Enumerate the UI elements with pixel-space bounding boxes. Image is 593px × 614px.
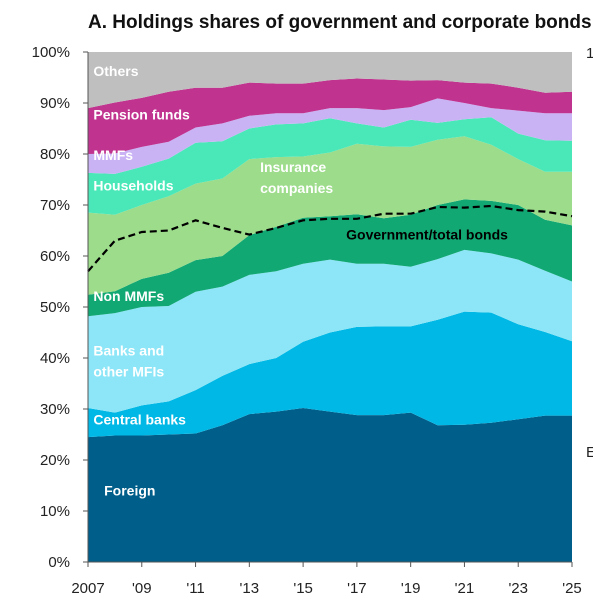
x-tick-label: 2007 bbox=[71, 580, 104, 597]
series-label-central-banks: Central banks bbox=[93, 411, 186, 427]
y-tick-label: 10% bbox=[40, 503, 70, 520]
area-pension-funds bbox=[88, 78, 572, 154]
series-label-mmfs: MMFs bbox=[93, 147, 133, 163]
area-non-mmfs bbox=[88, 199, 572, 317]
y-tick-label: 60% bbox=[40, 248, 70, 265]
y-tick-label: 100% bbox=[32, 44, 70, 61]
y-tick-label: 40% bbox=[40, 350, 70, 367]
area-mmfs bbox=[88, 98, 572, 174]
x-tick-label: '23 bbox=[508, 580, 528, 597]
series-label-pension-funds: Pension funds bbox=[93, 106, 190, 122]
series-label-banks-and-other-mfis: Banks and other MFIs bbox=[93, 342, 164, 379]
series-label-households: Households bbox=[93, 178, 173, 194]
x-tick-label: '25 bbox=[562, 580, 582, 597]
right-edge-text-bottom: E bbox=[586, 444, 593, 461]
right-edge-text-top: 1 bbox=[586, 45, 593, 62]
x-tick-label: '21 bbox=[455, 580, 475, 597]
y-tick-label: 90% bbox=[40, 95, 70, 112]
x-tick-label: '19 bbox=[401, 580, 421, 597]
line-label-government-total-bonds: Government/total bonds bbox=[346, 227, 508, 243]
x-tick-label: '09 bbox=[132, 580, 152, 597]
y-tick-label: 0% bbox=[48, 554, 70, 571]
axes: 0% 10% 20% 30% 40% 50% 60% 70% 80% 90% 100% 2007 '09… bbox=[32, 44, 582, 597]
chart-title: A. Holdings shares of government and cor… bbox=[88, 12, 592, 33]
series-label-insurance-companies: Insurance companies bbox=[260, 159, 333, 196]
series-labels: Foreign Central banks Banks and other MFIs N… bbox=[93, 63, 508, 499]
y-tick-label: 80% bbox=[40, 146, 70, 163]
y-tick-label: 50% bbox=[40, 299, 70, 316]
y-tick-label: 20% bbox=[40, 452, 70, 469]
series-label-others: Others bbox=[93, 63, 138, 79]
area-insurance-companies bbox=[88, 136, 572, 295]
area-central-banks bbox=[88, 311, 572, 438]
x-tick-label: '17 bbox=[347, 580, 367, 597]
x-tick-label: '15 bbox=[293, 580, 313, 597]
stacked-areas bbox=[88, 52, 572, 562]
series-label-non-mmfs: Non MMFs bbox=[93, 288, 164, 304]
area-banks-and-other-mfis bbox=[88, 249, 572, 413]
x-tick-label: '13 bbox=[240, 580, 260, 597]
area-others bbox=[88, 52, 572, 109]
area-foreign bbox=[88, 408, 572, 562]
y-tick-label: 30% bbox=[40, 401, 70, 418]
area-households bbox=[88, 117, 572, 215]
series-label-foreign: Foreign bbox=[104, 483, 155, 499]
x-tick-label: '11 bbox=[186, 580, 204, 597]
y-tick-label: 70% bbox=[40, 197, 70, 214]
